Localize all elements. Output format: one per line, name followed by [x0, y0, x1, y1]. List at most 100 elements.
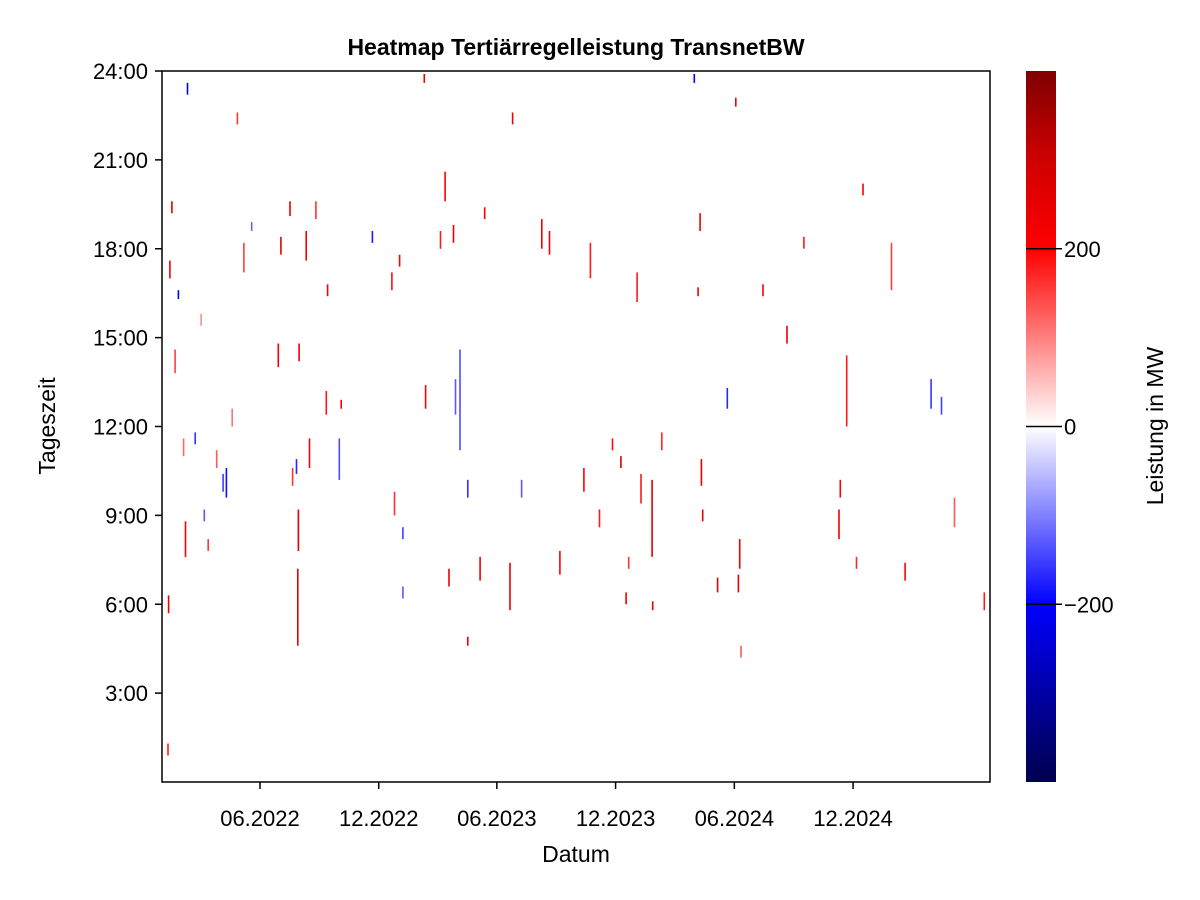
heatmap-cell [393, 491, 396, 516]
plot-area [161, 70, 991, 783]
heatmap-cell [620, 456, 622, 468]
y-axis: 3:00 6:00 9:00 12:00 15:00 18:00 21:00 24:00 [93, 59, 162, 706]
heatmap-cell [862, 183, 864, 196]
heatmap-cell [839, 479, 842, 498]
y-tick-label: 9:00 [105, 503, 148, 528]
heatmap-cell [297, 568, 299, 646]
heatmap-cell [520, 479, 523, 498]
heatmap-cell [194, 432, 196, 445]
heatmap-cell [280, 236, 282, 255]
heatmap-cell [298, 343, 300, 362]
heatmap-cells [167, 74, 986, 756]
heatmap-cell [548, 231, 551, 255]
colorbar-label: Leistung in MW [1142, 346, 1168, 505]
x-axis: 06.2022 12.2022 06.2023 12.2023 06.2024 12.20… [220, 782, 893, 831]
heatmap-cell [169, 260, 171, 279]
heatmap-cell [511, 112, 514, 125]
heatmap-cell [277, 343, 280, 368]
heatmap-cell [338, 438, 341, 480]
heatmap-cell [611, 438, 614, 451]
heatmap-cell [326, 284, 329, 297]
plot-background [162, 71, 990, 782]
heatmap-cell [167, 743, 169, 756]
y-tick-label: 15:00 [93, 326, 148, 351]
heatmap-cell [716, 577, 719, 593]
heatmap-cell [289, 201, 291, 217]
heatmap-cell [904, 562, 906, 581]
heatmap-cell [636, 272, 638, 302]
heatmap-cell [402, 527, 404, 540]
colorbar-ticks: −200 0 200 [1026, 237, 1114, 617]
heatmap-cell [207, 539, 209, 551]
x-tick-label: 06.2024 [695, 806, 775, 831]
heatmap-cell [215, 450, 218, 468]
heatmap-cell [325, 391, 328, 415]
heatmap-cell [167, 595, 170, 614]
heatmap-cell [737, 574, 740, 593]
y-axis-label: Tageszeit [34, 377, 60, 475]
heatmap-cell [740, 645, 742, 658]
heatmap-cell [930, 379, 932, 409]
heatmap-cell [398, 254, 401, 267]
heatmap-cell [651, 601, 654, 611]
heatmap-cell [762, 284, 764, 297]
heatmap-cell [297, 509, 300, 551]
heatmap-cell [483, 207, 486, 220]
heatmap-cell [697, 287, 699, 297]
heatmap-cell [479, 556, 481, 581]
heatmap-cell [439, 231, 442, 249]
x-axis-label: Datum [542, 841, 610, 867]
heatmap-cell [700, 459, 703, 486]
heatmap-cell [371, 231, 374, 243]
colorbar-tick-label: −200 [1064, 592, 1114, 617]
heatmap-cell [305, 231, 307, 261]
heatmap-cell [459, 349, 461, 451]
heatmap-cell [735, 97, 737, 107]
heatmap-cell [983, 592, 986, 611]
heatmap-cell [890, 242, 893, 291]
heatmap-cell [625, 592, 627, 605]
heatmap-cell [598, 509, 601, 528]
heatmap-cell [186, 82, 189, 95]
heatmap-cell [661, 432, 663, 451]
heatmap-cell [402, 586, 404, 599]
x-tick-label: 12.2024 [813, 806, 893, 831]
y-tick-label: 21:00 [93, 148, 148, 173]
y-tick-label: 12:00 [93, 415, 148, 440]
heatmap-cell [182, 438, 185, 457]
heatmap-cell [203, 509, 206, 522]
heatmap-cell [444, 171, 446, 202]
heatmap-cell [184, 521, 187, 557]
colorbar-tick-label: 200 [1064, 237, 1101, 262]
heatmap-cell [200, 313, 202, 326]
y-tick-label: 24:00 [93, 59, 148, 84]
y-tick-label: 6:00 [105, 592, 148, 617]
x-tick-label: 12.2023 [576, 806, 656, 831]
heatmap-cell [699, 213, 701, 231]
chart-title: Heatmap Tertiärregelleistung TransnetBW [347, 34, 804, 60]
heatmap-cell [953, 497, 956, 528]
heatmap-cell [236, 112, 239, 125]
heatmap-cell [222, 473, 224, 492]
heatmap-cell [559, 550, 561, 575]
heatmap-cell [738, 539, 741, 569]
heatmap-cell [786, 325, 788, 344]
heatmap-cell [589, 242, 592, 279]
heatmap-cell [391, 272, 393, 291]
heatmap-cell [845, 355, 848, 427]
heatmap-cell [541, 219, 543, 249]
heatmap-cell [231, 408, 233, 427]
heatmap-cell [838, 509, 840, 540]
heatmap-cell [308, 438, 311, 468]
x-tick-label: 06.2023 [457, 806, 537, 831]
heatmap-cell [855, 556, 858, 569]
y-tick-label: 3:00 [105, 681, 148, 706]
heatmap-cell [177, 290, 180, 300]
heatmap-cell [452, 225, 455, 243]
heatmap-cell [693, 74, 696, 83]
heatmap-cell [467, 636, 469, 646]
heatmap-cell [627, 556, 630, 569]
heatmap-cell [726, 388, 729, 409]
heatmap-cell [340, 399, 342, 409]
